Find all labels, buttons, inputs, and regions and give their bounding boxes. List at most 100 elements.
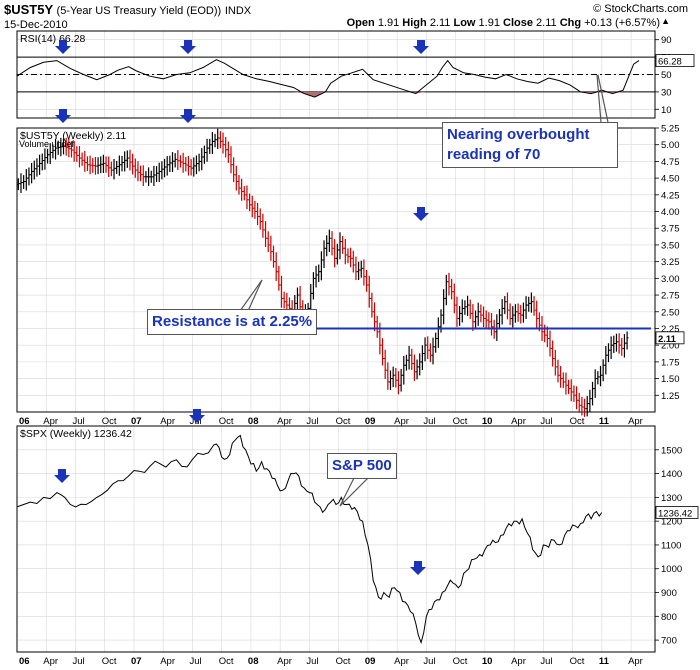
exchange: INDX: [224, 5, 252, 17]
ust-ytick-label: 1.50: [661, 374, 680, 385]
resistance-annotation: Resistance is at 2.25%: [147, 309, 318, 335]
ust-xtick-label: Oct: [102, 416, 117, 427]
spx-xtick-label: Apr: [628, 656, 643, 667]
symbol: $UST5Y: [4, 2, 53, 17]
rsi-last-value: 66.28: [658, 57, 682, 68]
spx-ytick-label: 1400: [661, 469, 682, 480]
ust-ytick-label: 2.25: [661, 324, 680, 335]
spx-ytick-label: 900: [661, 588, 677, 599]
rsi-ytick-label: 50: [661, 70, 672, 81]
ust-xtick-label: Jul: [423, 416, 435, 427]
down-arrow-icon: [413, 207, 429, 221]
low-label: Low: [453, 17, 476, 29]
chg-label: Chg: [559, 17, 582, 29]
down-arrow-icon: [55, 109, 71, 123]
spx-ytick-label: 1200: [661, 517, 682, 528]
open-label: Open: [346, 17, 375, 29]
ust-xtick-label: Apr: [394, 416, 409, 427]
spx-xtick-label: Apr: [43, 656, 58, 667]
spx-ytick-label: 1300: [661, 493, 682, 504]
spx-xtick-label: Jul: [540, 656, 552, 667]
ust-xtick-label: 07: [131, 416, 142, 427]
down-arrow-icon: [413, 40, 429, 54]
down-arrow-icon: [180, 40, 196, 54]
spx-xtick-label: Jul: [72, 656, 84, 667]
symbol-title: $UST5Y (5-Year US Treasury Yield (EOD)) …: [4, 2, 251, 17]
resistance-callout-pointer: [247, 279, 263, 312]
spx-callout-pointer: [339, 477, 369, 507]
rsi-last-value-box: [655, 54, 695, 67]
spx-xtick-label: Apr: [511, 656, 526, 667]
rsi-annotation: Nearing overbought reading of 70: [442, 122, 618, 168]
ust-xtick-label: Apr: [628, 416, 643, 427]
ust-ytick-label: 3.00: [661, 274, 680, 285]
ust-last-value: 2.11: [658, 334, 677, 345]
ust-ytick-label: 1.75: [661, 357, 680, 368]
spx-line: [16, 434, 603, 645]
ust-xtick-label: Jul: [72, 416, 84, 427]
ust-ytick-label: 4.75: [661, 157, 680, 168]
spx-last-value-box: [655, 506, 699, 519]
chart-date: 15-Dec-2010: [4, 19, 68, 31]
ust-ytick-label: 4.00: [661, 207, 680, 218]
spx-xtick-label: Oct: [102, 656, 117, 667]
close-value: 2.11: [536, 17, 557, 29]
ust-xtick-label: Apr: [277, 416, 292, 427]
spx-xtick-label: Oct: [453, 656, 468, 667]
ust-ytick-label: 4.25: [661, 190, 680, 201]
ust-ytick-label: 4.50: [661, 174, 680, 185]
quote-line: Open 1.91 High 2.11 Low 1.91 Close 2.11 …: [347, 17, 660, 29]
ust-xtick-label: Apr: [160, 416, 175, 427]
rsi-oversold-fill: [17, 91, 640, 98]
down-arrow-icon: [54, 469, 70, 483]
spx-xtick-label: Apr: [394, 656, 409, 667]
spx-xtick-label: Oct: [570, 656, 585, 667]
ust-ytick-label: 5.00: [661, 140, 680, 151]
low-value: 1.91: [478, 17, 500, 29]
spx-xtick-label: 09: [365, 656, 376, 667]
chg-value: +0.13 (+6.57%): [584, 17, 660, 29]
high-label: High: [402, 17, 427, 29]
ust-ytick-label: 2.75: [661, 291, 680, 302]
ust-ytick-label: 1.25: [661, 391, 680, 402]
down-arrow-icon: [410, 561, 426, 575]
spx-ytick-label: 1500: [661, 445, 682, 456]
ust-xtick-label: 08: [248, 416, 259, 427]
spx-ytick-label: 1000: [661, 564, 682, 575]
spx-xtick-label: 06: [19, 656, 30, 667]
spx-ytick-label: 800: [661, 612, 677, 623]
symbol-description: (5-Year US Treasury Yield (EOD)): [56, 5, 222, 17]
ust-legend: $UST5Y (Weekly) 2.11: [20, 130, 126, 142]
ust-xtick-label: Oct: [336, 416, 351, 427]
spx-xtick-label: Jul: [423, 656, 435, 667]
spx-xtick-label: Jul: [189, 656, 201, 667]
ust-xtick-label: Jul: [306, 416, 318, 427]
open-value: 1.91: [377, 17, 400, 29]
rsi-ytick-label: 30: [661, 87, 672, 98]
spx-xtick-label: Oct: [219, 656, 234, 667]
ust-ytick-label: 5.25: [661, 124, 680, 135]
ust-xtick-label: 10: [482, 416, 493, 427]
ust-xtick-label: 11: [599, 416, 610, 427]
high-value: 2.11: [429, 17, 451, 29]
spx-legend: $SPX (Weekly) 1236.42: [20, 428, 132, 440]
spx-annotation: S&P 500: [327, 453, 397, 479]
spx-xtick-label: 07: [131, 656, 142, 667]
spx-last-value: 1236.42: [658, 508, 692, 519]
spx-xtick-label: Oct: [336, 656, 351, 667]
down-arrow-icon: [189, 409, 205, 423]
brand-link[interactable]: © StockCharts.com: [593, 3, 688, 15]
ust-ytick-label: 2.50: [661, 307, 680, 318]
resistance-callout-pointer: [239, 279, 263, 312]
spx-ytick-label: 1100: [661, 540, 681, 551]
down-arrow-icon: [55, 40, 71, 54]
spx-ytick-label: 700: [661, 636, 677, 647]
ust-ytick-label: 3.50: [661, 240, 680, 251]
rsi-line: [16, 59, 640, 98]
spx-xtick-label: Jul: [306, 656, 318, 667]
chg-up-icon: ▲: [661, 16, 670, 26]
down-arrow-icon: [180, 109, 196, 123]
ust-xtick-label: Oct: [219, 416, 234, 427]
rsi-legend: RSI(14) 66.28: [20, 33, 86, 45]
